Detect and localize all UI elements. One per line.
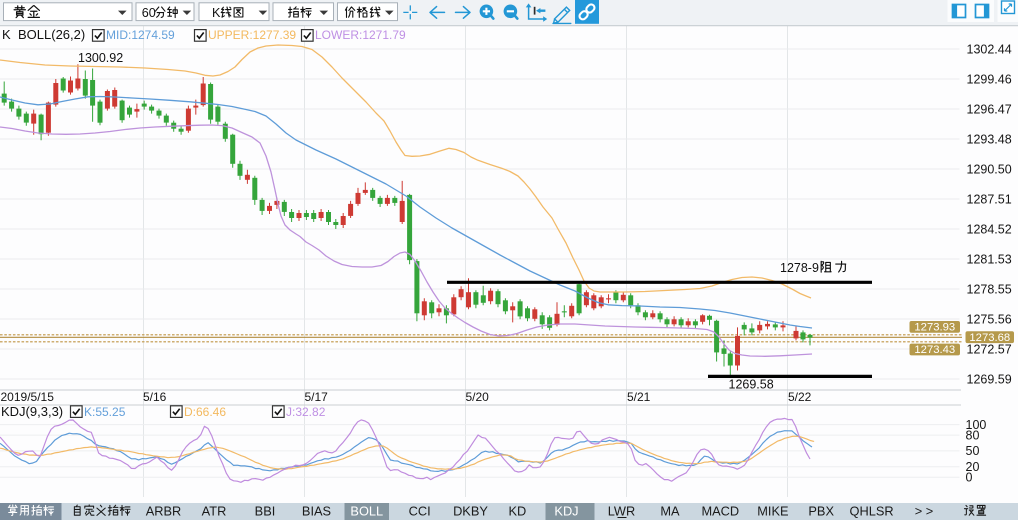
svg-text:CCI: CCI — [409, 504, 431, 519]
svg-text:1293.48: 1293.48 — [967, 132, 1012, 146]
svg-text:1272.57: 1272.57 — [967, 342, 1012, 356]
svg-text:MACD: MACD — [701, 504, 739, 519]
svg-text:50: 50 — [966, 444, 980, 458]
svg-text:ATR: ATR — [202, 504, 227, 519]
svg-text:BOLL: BOLL — [350, 504, 383, 519]
svg-text:100: 100 — [966, 418, 987, 432]
svg-text:1278.55: 1278.55 — [967, 282, 1012, 296]
svg-text:UPPER:1277.39: UPPER:1277.39 — [208, 28, 296, 42]
svg-text:DKBY: DKBY — [453, 504, 488, 519]
svg-text:1284.52: 1284.52 — [967, 222, 1012, 236]
svg-text:60: 60 — [142, 6, 156, 20]
svg-text:1278-9: 1278-9 — [780, 261, 819, 275]
svg-text:1302.44: 1302.44 — [967, 42, 1012, 56]
svg-text:1296.47: 1296.47 — [967, 102, 1012, 116]
svg-text:1300.92: 1300.92 — [78, 51, 123, 65]
svg-text:1287.51: 1287.51 — [967, 192, 1012, 206]
svg-text:1269.58: 1269.58 — [729, 378, 774, 392]
svg-text:BBI: BBI — [255, 504, 276, 519]
svg-text:K: K — [212, 6, 221, 20]
svg-text:KDJ(9,3,3): KDJ(9,3,3) — [1, 404, 63, 419]
svg-text:20: 20 — [966, 460, 980, 474]
svg-text:PBX: PBX — [808, 504, 834, 519]
svg-text:80: 80 — [966, 428, 980, 442]
svg-text:5/20: 5/20 — [466, 390, 490, 404]
svg-text:K:55.25: K:55.25 — [84, 405, 126, 419]
svg-text:D:66.46: D:66.46 — [184, 405, 226, 419]
svg-text:LWR: LWR — [608, 504, 636, 519]
svg-text:1281.53: 1281.53 — [967, 252, 1012, 266]
svg-text:0: 0 — [966, 471, 973, 485]
svg-text:KD: KD — [509, 504, 527, 519]
svg-text:5/17: 5/17 — [305, 390, 329, 404]
svg-text:MIKE: MIKE — [757, 504, 788, 519]
svg-text:1273.68: 1273.68 — [969, 332, 1010, 344]
svg-text:1290.50: 1290.50 — [967, 162, 1012, 176]
svg-text:1275.56: 1275.56 — [967, 312, 1012, 326]
svg-text:1299.46: 1299.46 — [967, 72, 1012, 86]
svg-text:ARBR: ARBR — [146, 504, 182, 519]
svg-text:5/21: 5/21 — [627, 390, 651, 404]
svg-text:1269.59: 1269.59 — [967, 372, 1012, 386]
svg-text:5/22: 5/22 — [788, 390, 812, 404]
svg-text:J:32.82: J:32.82 — [286, 405, 326, 419]
svg-text:1273.93: 1273.93 — [914, 322, 955, 334]
svg-text:K: K — [2, 27, 11, 42]
svg-text:MA: MA — [660, 504, 680, 519]
svg-text:BOLL(26,2): BOLL(26,2) — [18, 27, 85, 42]
svg-text:MID:1274.59: MID:1274.59 — [106, 28, 175, 42]
svg-text:5/16: 5/16 — [143, 390, 167, 404]
svg-text:> >: > > — [915, 504, 934, 519]
svg-text:LOWER:1271.79: LOWER:1271.79 — [315, 28, 406, 42]
svg-text:KDJ: KDJ — [554, 504, 578, 519]
svg-text:BIAS: BIAS — [302, 504, 331, 519]
svg-text:2019/5/15: 2019/5/15 — [1, 390, 55, 404]
svg-text:1273.43: 1273.43 — [914, 344, 955, 356]
svg-text:QHLSR: QHLSR — [850, 504, 894, 519]
